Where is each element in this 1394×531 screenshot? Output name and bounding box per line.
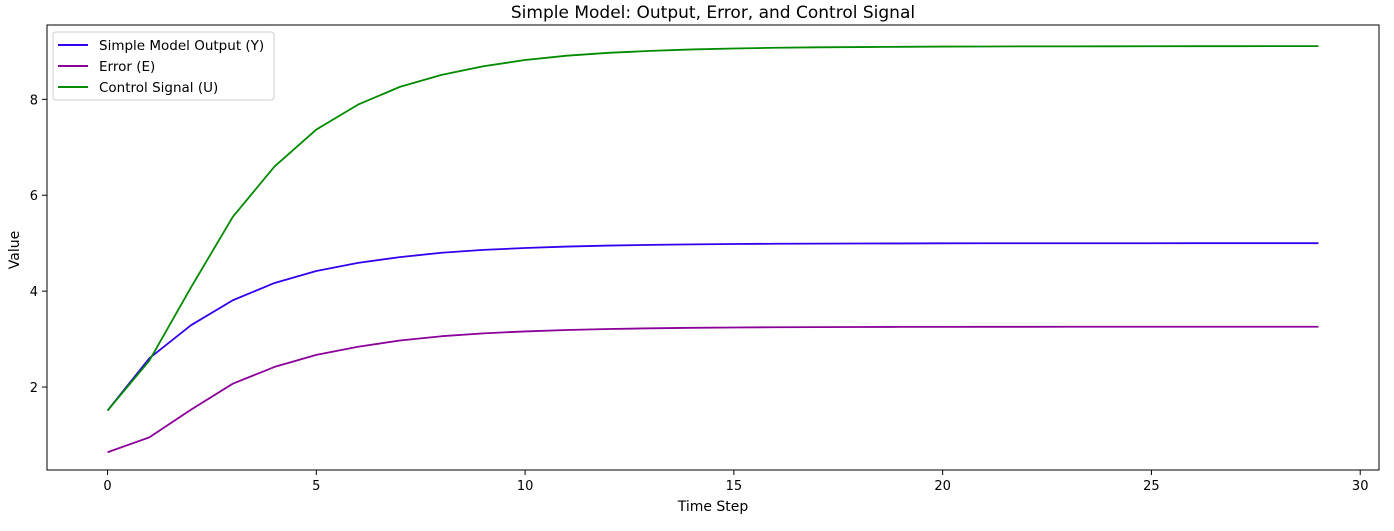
x-axis-label: Time Step bbox=[677, 499, 749, 515]
legend-label: Error (E) bbox=[99, 59, 155, 75]
x-tick-label: 10 bbox=[517, 479, 534, 494]
chart-title: Simple Model: Output, Error, and Control… bbox=[511, 3, 915, 23]
x-tick-label: 5 bbox=[312, 479, 320, 494]
series-line bbox=[106, 45, 1319, 412]
y-tick-label: 4 bbox=[30, 285, 38, 300]
series-line bbox=[106, 242, 1319, 412]
x-tick-label: 30 bbox=[1352, 479, 1369, 494]
plot-area bbox=[46, 24, 1380, 471]
x-tick-label: 15 bbox=[726, 479, 743, 494]
legend: Simple Model Output (Y) Error (E) Control … bbox=[52, 31, 275, 101]
y-tick-label: 6 bbox=[30, 189, 38, 204]
y-axis-label: Value bbox=[7, 231, 23, 269]
x-tick-label: 25 bbox=[1143, 479, 1160, 494]
legend-box bbox=[52, 31, 275, 101]
y-axis: 2 4 6 8 bbox=[30, 93, 47, 396]
x-tick-label: 20 bbox=[934, 479, 951, 494]
legend-label: Simple Model Output (Y) bbox=[99, 38, 264, 54]
series-group bbox=[106, 45, 1319, 454]
y-tick-label: 2 bbox=[30, 381, 38, 396]
series-line bbox=[107, 325, 1319, 454]
legend-label: Control Signal (U) bbox=[99, 80, 218, 96]
x-tick-label: 0 bbox=[103, 479, 111, 494]
x-axis: 0 5 10 15 20 25 30 bbox=[103, 470, 1368, 494]
y-tick-label: 8 bbox=[30, 93, 38, 108]
